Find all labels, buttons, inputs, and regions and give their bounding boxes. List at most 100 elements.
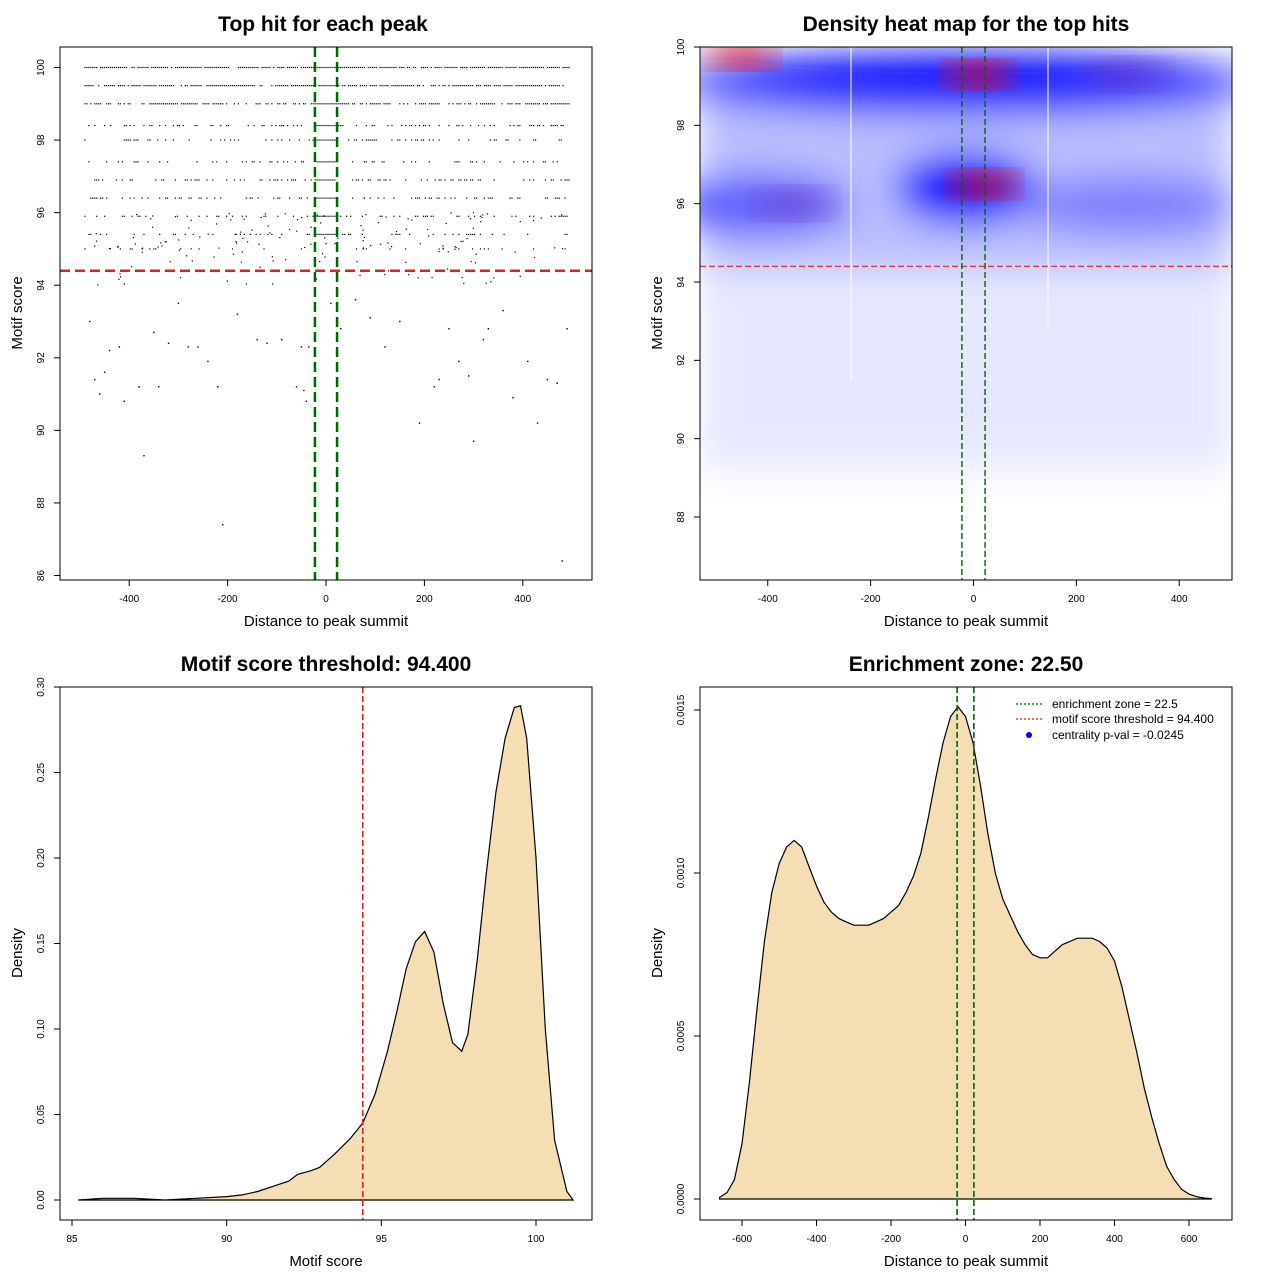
scatter-point: [135, 139, 137, 141]
scatter-point: [180, 85, 182, 87]
legend-threshold-label: motif score threshold = 94.400: [1052, 712, 1214, 726]
scatter-point: [137, 215, 139, 217]
scatter-point: [170, 103, 173, 105]
scatter-point: [233, 139, 236, 141]
scatter-point: [221, 524, 224, 526]
scatter-point: [373, 124, 375, 127]
scatter-point: [222, 85, 224, 87]
scatter-point: [564, 215, 566, 217]
scatter-point: [163, 85, 165, 87]
scatter-point: [383, 161, 385, 163]
scatter-point: [302, 161, 304, 163]
scatter-point: [271, 85, 273, 87]
scatter-point: [401, 85, 403, 87]
distance-density-y-label: Density: [649, 927, 666, 978]
scatter-y-label: Motif score: [9, 276, 26, 349]
scatter-point: [234, 233, 236, 235]
scatter-point: [544, 85, 547, 87]
scatter-point: [332, 85, 334, 87]
score-density-y-tick-label: 0.00: [36, 1190, 47, 1210]
scatter-point: [210, 66, 212, 69]
scatter-point: [561, 214, 563, 216]
scatter-point: [342, 66, 344, 69]
scatter-point: [351, 197, 354, 199]
scatter-point: [222, 66, 224, 69]
scatter-point: [332, 139, 334, 141]
scatter-point: [399, 215, 401, 217]
scatter-point: [491, 197, 493, 199]
scatter-point: [363, 66, 365, 69]
scatter-point: [88, 66, 90, 69]
scatter-point: [143, 233, 145, 236]
scatter-point: [495, 85, 497, 87]
scatter-point: [261, 66, 263, 69]
scatter-point: [133, 139, 135, 141]
scatter-point: [330, 197, 332, 199]
scatter-point: [322, 124, 324, 127]
scatter-point: [353, 66, 356, 69]
scatter-point: [224, 66, 226, 69]
scatter-point: [127, 139, 129, 141]
scatter-point: [157, 139, 159, 141]
scatter-point: [301, 216, 303, 219]
scatter-point: [340, 215, 342, 217]
scatter-point: [88, 233, 90, 236]
scatter-point: [375, 139, 377, 141]
heatmap-surface: [700, 47, 1232, 580]
scatter-point: [277, 179, 279, 181]
scatter-point: [401, 124, 403, 127]
scatter-point: [121, 85, 123, 87]
scatter-point: [387, 85, 389, 87]
scatter-point: [420, 139, 423, 141]
scatter-point: [556, 124, 558, 127]
scatter-point: [361, 139, 364, 141]
scatter-point: [493, 85, 495, 87]
scatter-point: [361, 85, 364, 87]
scatter-point: [231, 248, 234, 250]
scatter-point: [338, 103, 340, 105]
scatter-point: [485, 85, 487, 87]
scatter-point: [259, 103, 261, 105]
scatter-point: [261, 179, 263, 181]
scatter-point: [444, 233, 446, 236]
scatter-point: [90, 197, 92, 199]
scatter-point: [481, 216, 483, 219]
scatter-point: [454, 197, 456, 199]
score-density-x-tick-label: 95: [376, 1234, 388, 1245]
scatter-point: [328, 233, 330, 236]
scatter-point: [212, 233, 214, 236]
scatter-point: [562, 124, 564, 127]
scatter-point: [546, 378, 549, 381]
scatter-point: [497, 85, 499, 87]
scatter-point: [373, 85, 375, 87]
scatter-point: [432, 85, 434, 87]
scatter-point: [379, 85, 381, 87]
scatter-point: [249, 233, 251, 236]
scatter-point: [405, 85, 407, 87]
scatter-point: [111, 85, 114, 87]
scatter-point: [94, 103, 96, 105]
scatter-point: [176, 124, 179, 127]
distance-density-x-label: Distance to peak summit: [884, 1253, 1049, 1270]
scatter-point: [133, 233, 135, 236]
scatter-point: [296, 85, 299, 87]
scatter-point: [407, 103, 409, 105]
scatter-point: [168, 85, 171, 87]
scatter-point: [97, 284, 99, 286]
scatter-point: [418, 197, 421, 199]
scatter-point: [332, 124, 334, 127]
scatter-point: [318, 103, 320, 105]
scatter-point: [243, 218, 245, 221]
scatter-point: [212, 124, 214, 127]
scatter-point: [320, 124, 322, 127]
scatter-point: [245, 85, 247, 87]
scatter-point: [533, 139, 535, 141]
scatter-point: [550, 103, 552, 105]
scatter-point: [314, 179, 316, 181]
scatter-point: [531, 66, 533, 69]
scatter-point: [534, 103, 537, 105]
scatter-point: [107, 85, 110, 87]
scatter-point: [226, 103, 228, 105]
scatter-point: [233, 179, 236, 181]
scatter-point: [271, 124, 273, 127]
